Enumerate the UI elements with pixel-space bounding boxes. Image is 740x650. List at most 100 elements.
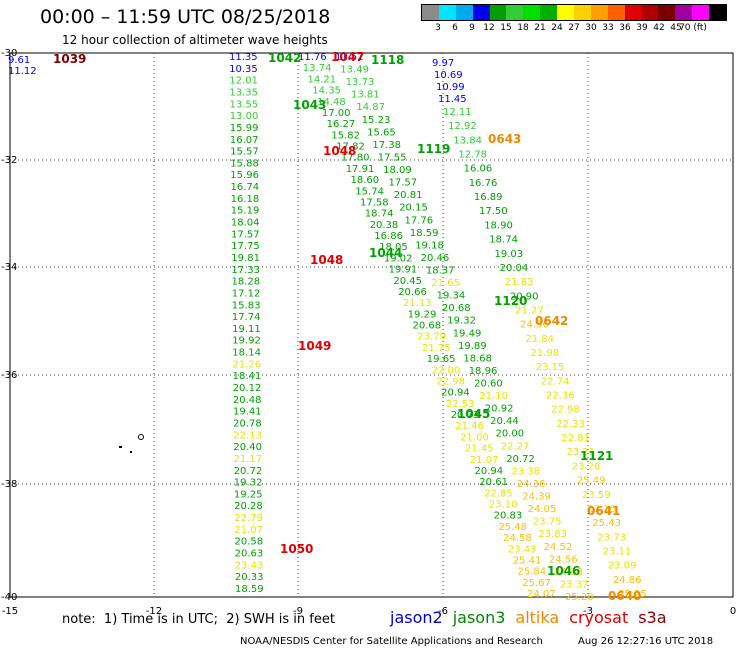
- track-value: 24.56: [520, 320, 549, 331]
- legend-label: 15: [500, 23, 512, 33]
- legend-swatch: [472, 5, 490, 20]
- track-value: 23.43: [235, 560, 264, 571]
- pass-label: 1047: [331, 50, 364, 64]
- legend-swatch: [658, 5, 676, 20]
- track-value: 18.14: [232, 348, 261, 359]
- track-value: 15.19: [231, 206, 260, 217]
- track-value: 19.92: [232, 336, 261, 347]
- island-marker: [138, 434, 144, 440]
- track-value: 19.18: [415, 240, 444, 251]
- track-value: 23.43: [508, 544, 537, 555]
- track-value: 17.74: [232, 312, 261, 323]
- track-value: 20.81: [394, 190, 423, 201]
- track-value: 23.16: [587, 504, 616, 515]
- track-value: 20.78: [233, 419, 262, 430]
- track-value: 17.57: [389, 178, 418, 189]
- track-value: 23.59: [582, 490, 611, 501]
- pass-label: 0643: [488, 132, 521, 146]
- track-value: 12.78: [458, 150, 487, 161]
- track-value: 22.74: [541, 376, 570, 387]
- satellite-label: cryosat: [569, 608, 629, 627]
- track-value: 13.00: [230, 111, 259, 122]
- track-value: 20.83: [494, 511, 523, 522]
- track-value: 12.01: [229, 76, 258, 87]
- track-value: 18.09: [383, 165, 412, 176]
- track-value: 22.79: [234, 513, 263, 524]
- legend-label: 36: [619, 23, 631, 33]
- track-value: 17.12: [232, 288, 261, 299]
- pass-label: 1043: [293, 98, 326, 112]
- track-value: 11.76: [298, 52, 327, 63]
- track-value: 19.25: [234, 489, 263, 500]
- lat-tick-label: -38: [1, 479, 17, 490]
- track-value: 10.35: [229, 64, 258, 75]
- lat-tick-label: -32: [1, 155, 17, 166]
- track-value: 19.81: [231, 253, 260, 264]
- track-value: 21.65: [431, 278, 460, 289]
- legend-label: 12: [483, 23, 495, 33]
- legend-label: 42: [653, 23, 665, 33]
- track-value: 22.36: [546, 391, 575, 402]
- track-value: 15.23: [362, 115, 391, 126]
- track-value: 21.98: [531, 348, 560, 359]
- track-value: 11.52: [335, 52, 364, 63]
- track-value: 20.48: [233, 395, 262, 406]
- track-value: 17.58: [360, 197, 389, 208]
- track-value: 20.73: [451, 410, 480, 421]
- track-value: 16.27: [327, 119, 356, 130]
- track-value: 13.81: [351, 90, 380, 101]
- track-value: 17.33: [231, 265, 260, 276]
- legend-swatch: [692, 5, 710, 20]
- satellite-label: s3a: [638, 608, 667, 627]
- track-value: 23.09: [608, 561, 637, 572]
- track-value: 16.07: [230, 135, 259, 146]
- track-value: 18.96: [469, 366, 498, 377]
- pass-label: 1120: [494, 294, 527, 308]
- track-value: 13.55: [230, 99, 259, 110]
- pass-label: 1048: [323, 144, 356, 158]
- track-value: 11.45: [438, 94, 467, 105]
- track-value: 9.97: [432, 58, 454, 69]
- legend-swatch: [641, 5, 659, 20]
- track-value: 21.17: [234, 454, 263, 465]
- color-scale-legend: [421, 4, 727, 21]
- track-value: 23.83: [538, 529, 567, 540]
- track-value: 13.74: [303, 63, 332, 74]
- pass-label: 0640: [608, 589, 641, 603]
- legend-label: 39: [636, 23, 648, 33]
- legend-swatch: [422, 5, 439, 20]
- track-value: 15.65: [367, 127, 396, 138]
- pass-label: 1118: [371, 53, 404, 67]
- pass-label: 1050: [280, 542, 313, 556]
- track-value: 15.88: [230, 158, 259, 169]
- track-value: 20.45: [393, 276, 422, 287]
- track-value: 20.46: [421, 253, 450, 264]
- track-value: 18.74: [489, 235, 518, 246]
- track-value: 11.35: [229, 52, 258, 63]
- track-value: 18.59: [235, 584, 264, 595]
- track-value: 22.27: [501, 441, 530, 452]
- track-value: 16.74: [231, 182, 260, 193]
- island-marker: [130, 451, 132, 453]
- pass-label: 1039: [53, 52, 86, 66]
- satellite-key: jason2 jason3 altika cryosat s3a: [390, 608, 677, 627]
- track-value: 21.45: [465, 444, 494, 455]
- track-value: 10.99: [436, 82, 465, 93]
- lon-tick-label: -6: [438, 606, 448, 617]
- map-title: 00:00 – 11:59 UTC 08/25/2018: [40, 6, 331, 28]
- lon-tick-label: -12: [146, 606, 162, 617]
- legend-swatch: [590, 5, 608, 20]
- track-value: 25.49: [577, 476, 606, 487]
- track-value: 17.80: [341, 153, 370, 164]
- track-value: 23.73: [597, 532, 626, 543]
- track-value: 20.12: [233, 383, 262, 394]
- track-value: 22.53: [446, 399, 475, 410]
- track-value: 22.13: [233, 430, 262, 441]
- track-value: 17.00: [322, 108, 351, 119]
- track-value: 22.00: [432, 365, 461, 376]
- track-value: 25.25: [618, 589, 647, 600]
- track-value: 21.07: [470, 455, 499, 466]
- legend-swatch: [438, 5, 456, 20]
- track-value: 15.74: [355, 186, 384, 197]
- track-value: 15.99: [230, 123, 259, 134]
